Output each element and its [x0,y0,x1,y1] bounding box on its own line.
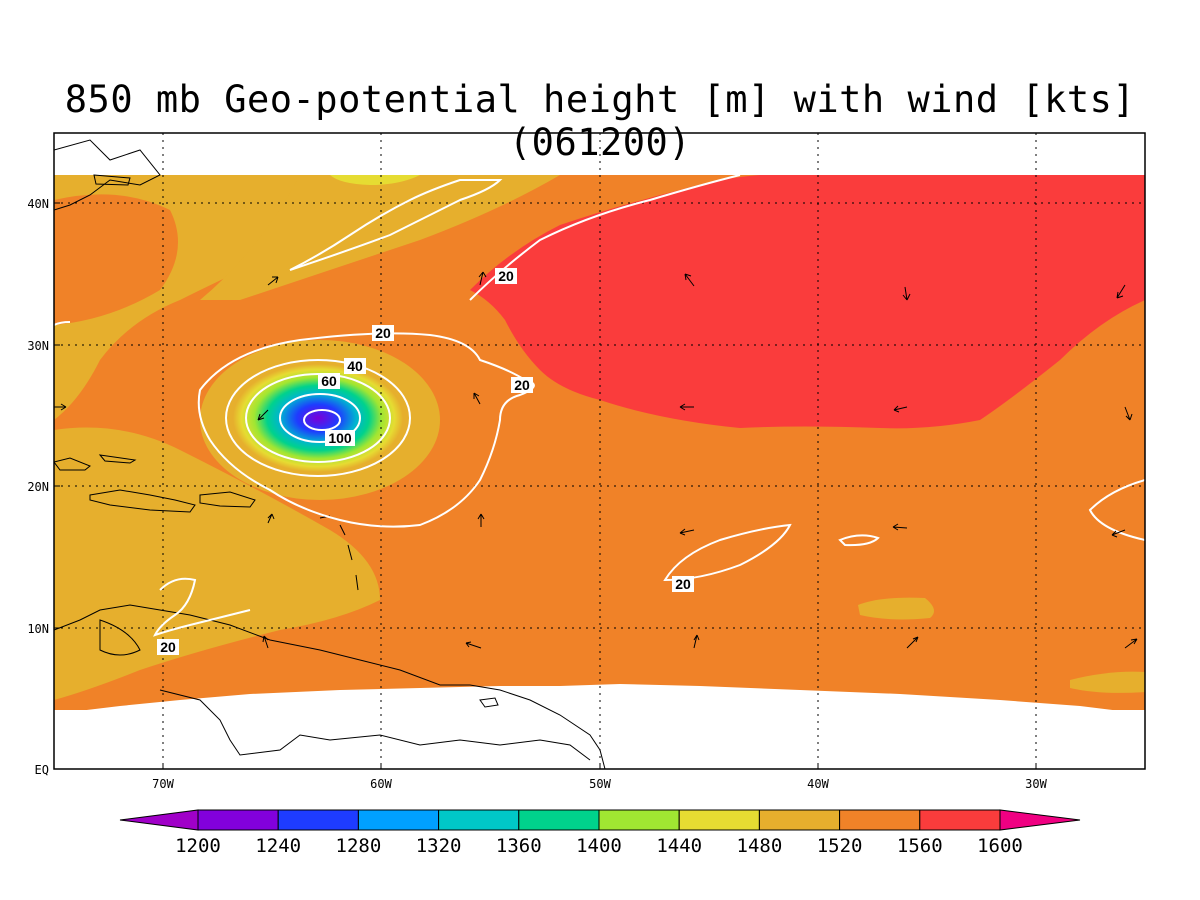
wind-vector [684,273,695,287]
colorbar-arrow-low [119,809,199,831]
wind-vector [267,513,275,524]
field-1600-high [470,175,1145,429]
contour-label: 100 [325,430,355,446]
contour-labels: 20 20 20 20 20 40 60 100 [157,268,694,655]
lat-label: 20N [27,480,49,494]
contour-label: 20 [511,377,533,393]
colorbar-level-label: 1360 [496,835,542,857]
tick-marks [54,202,1037,770]
wind-vector [902,286,911,301]
svg-text:40: 40 [347,358,363,374]
contour-label: 20 [495,268,517,284]
contour-label: 40 [344,358,366,374]
wind-vector [477,513,485,527]
lon-label: 30W [1025,777,1047,791]
colorbar-box [438,809,520,831]
longitude-labels: 70W 60W 50W 40W 30W [152,777,1047,791]
colorbar-labels: 1200 1240 1280 1320 1360 1400 1440 1480 1520 1560… [175,835,1023,857]
colorbar-level-label: 1520 [817,835,863,857]
wind-vector [465,641,482,649]
lon-label: 70W [152,777,174,791]
coastlines [54,139,606,769]
wind-vector [906,636,919,649]
colorbar-box [758,809,841,831]
contour-label: 20 [372,325,394,341]
svg-text:20: 20 [514,377,530,393]
wind-vector [262,635,269,649]
wind-vector [679,403,694,411]
colorbar-box [518,809,600,831]
lat-label: 40N [27,197,49,211]
colorbar-box [678,809,760,831]
colorbar-box [598,809,680,831]
field-1520-southeast [1070,671,1145,693]
wind-vector [1111,529,1126,538]
colorbar-box [919,809,1001,831]
wind-vector [1116,284,1126,299]
wind-vector [1124,406,1133,421]
colorbar-level-label: 1280 [336,835,382,857]
colorbar-level-label: 1240 [255,835,301,857]
colorbar-level-label: 1600 [977,835,1023,857]
colorbar-level-label: 1200 [175,835,221,857]
colorbar-box [839,809,921,831]
latitude-labels: 40N 30N 20N 10N EQ [27,197,49,777]
wind-vector [679,528,695,536]
wind-vector [693,634,700,649]
colorbar-level-label: 1560 [897,835,943,857]
hurricane-core [233,364,403,472]
wind-vector [478,271,487,286]
contour-label: 20 [672,576,694,592]
svg-text:20: 20 [160,639,176,655]
colorbar-box [357,809,440,831]
contour-label: 60 [318,373,340,389]
lat-label: 10N [27,622,49,636]
colorbar-box [277,809,359,831]
wind-vector [893,405,908,413]
field-1480-top [330,175,420,185]
lon-label: 40W [807,777,829,791]
wind-vectors [54,271,1138,649]
wind-vector [54,403,67,411]
wind-vector [473,392,481,405]
colorbar-box [197,809,279,831]
colorbar-boxes [119,809,1081,831]
svg-text:100: 100 [328,430,352,446]
colorbar-level-label: 1440 [656,835,702,857]
svg-text:20: 20 [675,576,691,592]
wind-vector [257,409,269,421]
field-1560-northwest [54,194,178,325]
svg-text:60: 60 [321,373,337,389]
wind-vector [892,523,908,531]
lat-label: EQ [35,763,49,777]
colorbar: 1200 1240 1280 1320 1360 1400 1440 1480 1520 1560… [119,809,1081,857]
colorbar-arrow-high [999,809,1081,831]
field-missing-south [54,684,1145,769]
lat-label: 30N [27,339,49,353]
colorbar-level-label: 1320 [416,835,462,857]
wind-vector [267,276,279,286]
field-1520-upper [200,175,560,300]
svg-text:20: 20 [498,268,514,284]
lon-label: 60W [370,777,392,791]
wind-vector [1124,638,1138,649]
field-1520-patch [858,597,934,620]
height-field [54,175,1145,769]
contour-label: 20 [157,639,179,655]
svg-text:20: 20 [375,325,391,341]
colorbar-level-label: 1400 [576,835,622,857]
map-title: 850 mb Geo-potential height [m] with win… [64,78,1136,164]
colorbar-level-label: 1480 [737,835,783,857]
lon-label: 50W [589,777,611,791]
field-1520-southwest [54,427,380,700]
